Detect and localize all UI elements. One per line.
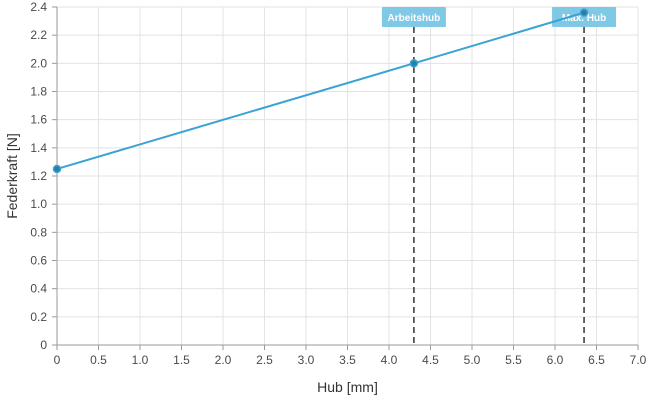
x-tick-label: 1.5 xyxy=(173,353,190,367)
reference-label-box xyxy=(552,7,617,27)
reference-label: Max. Hub xyxy=(552,7,617,27)
y-tick-label: 0 xyxy=(40,338,47,352)
y-tick-label: 1.6 xyxy=(30,113,47,127)
x-tick-label: 0 xyxy=(54,353,61,367)
x-tick-label: 7.0 xyxy=(630,353,647,367)
y-tick-label: 2.4 xyxy=(30,0,47,14)
x-tick-label: 5.5 xyxy=(505,353,522,367)
reference-label-box xyxy=(381,7,446,27)
y-tick-label: 1.8 xyxy=(30,85,47,99)
x-tick-label: 3.5 xyxy=(339,353,356,367)
reference-markers: Arbeitshub Max. Hub xyxy=(381,7,617,345)
data-point[interactable] xyxy=(409,59,419,68)
x-tick-label: 0.5 xyxy=(90,353,107,367)
x-tick-label: 6.0 xyxy=(547,353,564,367)
series xyxy=(52,8,589,174)
axis-labels: Hub [mm] Federkraft [N] xyxy=(4,133,378,395)
y-tick-label: 0.8 xyxy=(30,225,47,239)
y-tick-label: 0.2 xyxy=(30,310,47,324)
y-tick-label: 1.2 xyxy=(30,169,47,183)
x-tick-label: 5.0 xyxy=(464,353,481,367)
x-tick-label: 4.5 xyxy=(422,353,439,367)
axes: 0 0.5 1.0 1.5 2.0 2.5 3.0 3.5 4.0 4.5 5.0 5.5 6.0 6.5… xyxy=(30,0,646,367)
reference-label-text: Arbeitshub xyxy=(388,13,441,24)
reference-label: Arbeitshub xyxy=(381,7,446,27)
y-tick-label: 1.0 xyxy=(30,197,47,211)
reference-label-text: Max. Hub xyxy=(562,13,606,24)
y-tick-label: 0.6 xyxy=(30,254,47,268)
x-tick-label: 2.0 xyxy=(215,353,232,367)
y-tick-label: 0.4 xyxy=(30,282,47,296)
series-line xyxy=(56,11,585,170)
x-tick-label: 3.0 xyxy=(298,353,315,367)
x-tick-label: 4.0 xyxy=(381,353,398,367)
grid xyxy=(56,6,639,346)
data-point[interactable] xyxy=(579,8,589,17)
y-tick-label: 2.0 xyxy=(30,56,47,70)
y-tick-label: 2.2 xyxy=(30,28,47,42)
data-point[interactable] xyxy=(52,164,62,174)
x-tick-label: 6.5 xyxy=(588,353,605,367)
y-axis-label: Federkraft [N] xyxy=(4,133,20,219)
x-axis-label: Hub [mm] xyxy=(317,379,378,395)
y-tick-label: 1.4 xyxy=(30,141,47,155)
x-tick-label: 2.5 xyxy=(256,353,273,367)
x-tick-label: 1.0 xyxy=(132,353,149,367)
